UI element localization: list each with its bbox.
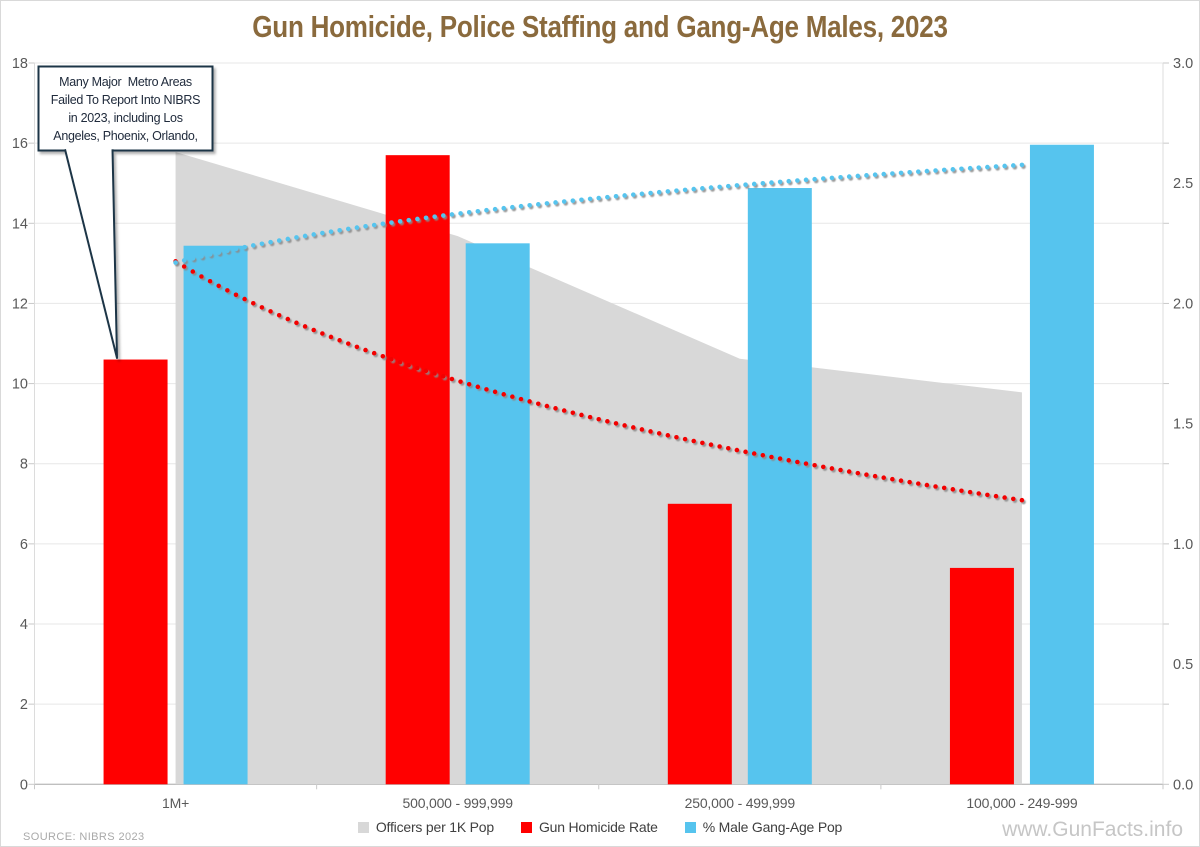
svg-text:6: 6 — [20, 537, 28, 553]
svg-text:2.0: 2.0 — [1173, 296, 1193, 312]
bar-gang-age-0 — [183, 245, 248, 785]
legend-label: Gun Homicide Rate — [538, 819, 658, 835]
legend-label: % Male Gang-Age Pop — [702, 819, 843, 835]
svg-text:14: 14 — [12, 216, 28, 232]
bar-homicide-2 — [667, 503, 732, 785]
trendline-homicide — [173, 259, 1025, 503]
svg-text:0: 0 — [20, 777, 28, 793]
svg-text:12: 12 — [12, 296, 28, 312]
svg-text:100,000 - 249-999: 100,000 - 249-999 — [966, 795, 1077, 811]
legend-label: Officers per 1K Pop — [375, 819, 494, 835]
annotation-line: Angeles, Phoenix, Orlando, — [53, 129, 198, 144]
bar-gang-age-3 — [1029, 144, 1094, 785]
svg-text:4: 4 — [20, 617, 28, 633]
svg-text:1M+: 1M+ — [162, 795, 189, 811]
legend-item-homicide: Gun Homicide Rate — [520, 819, 658, 835]
legend-swatch-homicide — [520, 821, 532, 833]
annotation-callout: Many Major Metro Areas Failed To Report … — [40, 69, 211, 149]
watermark: www.GunFacts.info — [1002, 818, 1183, 841]
annotation-callout-shape — [37, 65, 214, 359]
bar-homicide-0 — [103, 359, 168, 785]
bar-gang-age-1 — [465, 243, 530, 785]
source-note: SOURCE: NIBRS 2023 — [23, 831, 145, 843]
legend-item-gang-age: % Male Gang-Age Pop — [684, 819, 843, 835]
annotation-line: Many Major Metro Areas — [59, 74, 192, 89]
svg-text:16: 16 — [12, 136, 28, 152]
chart-legend: Officers per 1K Pop Gun Homicide Rate % … — [1, 819, 1199, 835]
legend-swatch-officers — [357, 821, 369, 833]
svg-text:0.0: 0.0 — [1173, 777, 1193, 793]
svg-text:18: 18 — [12, 56, 28, 72]
trendline-gang-age — [173, 162, 1025, 265]
bar-homicide-1 — [385, 155, 450, 785]
svg-text:1.0: 1.0 — [1173, 537, 1193, 553]
area-series-officers — [175, 151, 1022, 785]
svg-text:2.5: 2.5 — [1173, 176, 1193, 192]
svg-text:500,000 - 999,999: 500,000 - 999,999 — [403, 795, 514, 811]
chart-title: Gun Homicide, Police Staffing and Gang-A… — [252, 9, 948, 44]
axis-labels: 0 2 4 6 8 10 12 14 16 18 0.0 0.5 1.0 1.5 2.0 2.5 3.0 1M+ 5… — [12, 56, 1193, 811]
bar-homicide-3 — [949, 567, 1014, 785]
svg-text:250,000 - 499,999: 250,000 - 499,999 — [685, 795, 796, 811]
svg-text:2: 2 — [20, 697, 28, 713]
legend-swatch-gang-age — [684, 821, 696, 833]
svg-text:0.5: 0.5 — [1173, 657, 1193, 673]
svg-text:8: 8 — [20, 457, 28, 473]
annotation-line: Failed To Report Into NIBRS — [50, 92, 201, 107]
svg-text:10: 10 — [12, 377, 28, 393]
bar-gang-age-2 — [747, 188, 812, 785]
svg-text:1.5: 1.5 — [1173, 417, 1193, 433]
annotation-line: in 2023, including Los — [68, 111, 183, 125]
bars-layer — [103, 144, 1094, 785]
svg-text:3.0: 3.0 — [1173, 56, 1193, 72]
legend-item-officers: Officers per 1K Pop — [357, 819, 494, 835]
